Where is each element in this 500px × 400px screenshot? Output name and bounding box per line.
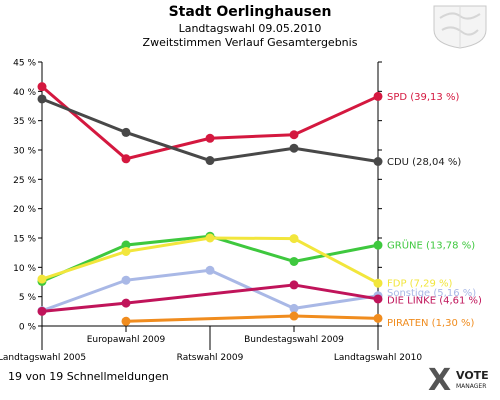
data-point xyxy=(289,311,299,321)
data-point xyxy=(373,278,383,288)
data-point xyxy=(37,94,47,104)
y-tick-label: 30 % xyxy=(13,147,36,157)
data-point xyxy=(37,306,47,316)
y-tick-label: 45 % xyxy=(13,59,36,69)
data-point xyxy=(289,280,299,290)
data-point xyxy=(289,303,299,313)
x-tick-label: Landtagswahl 2010 xyxy=(334,353,423,363)
y-tick-label: 25 % xyxy=(13,176,36,186)
x-tick-label: Landtagswahl 2005 xyxy=(0,353,86,363)
y-tick-label: 35 % xyxy=(13,117,36,127)
series-end-label: PIRATEN (1,30 %) xyxy=(387,318,475,329)
data-point xyxy=(289,130,299,140)
data-point xyxy=(373,240,383,250)
data-point xyxy=(205,133,215,143)
series-line xyxy=(41,85,379,161)
data-point xyxy=(121,127,131,137)
data-point xyxy=(121,316,131,326)
x-tick-label: Bundestagswahl 2009 xyxy=(244,335,344,345)
data-point xyxy=(121,275,131,285)
data-point xyxy=(205,265,215,275)
y-tick-label: 5 % xyxy=(19,293,37,303)
series-end-label: GRÜNE (13,78 %) xyxy=(387,239,475,252)
data-point xyxy=(289,256,299,266)
chart-subtitle-description: Zweitstimmen Verlauf Gesamtergebnis xyxy=(142,36,358,49)
series-line xyxy=(125,314,379,323)
y-tick-label: 15 % xyxy=(13,235,36,245)
data-point xyxy=(205,233,215,243)
votemanager-logo: X VOTE MANAGER xyxy=(428,365,498,397)
data-point xyxy=(373,294,383,304)
data-point xyxy=(121,246,131,256)
chart-subtitle-election: Landtagswahl 09.05.2010 xyxy=(178,22,322,35)
data-point xyxy=(373,91,383,101)
logo-text-vote: VOTE xyxy=(456,369,489,382)
series-end-label: CDU (28,04 %) xyxy=(387,157,461,168)
y-tick-label: 10 % xyxy=(13,264,36,274)
data-point xyxy=(121,298,131,308)
data-point xyxy=(37,274,47,284)
data-point xyxy=(121,240,131,250)
y-tick-label: 40 % xyxy=(13,88,36,98)
report-count-note: 19 von 19 Schnellmeldungen xyxy=(8,370,169,383)
data-point xyxy=(289,234,299,244)
series-end-label: Sonstige (5,16 %) xyxy=(387,288,476,299)
logo-text-manager: MANAGER xyxy=(456,383,487,390)
data-point xyxy=(121,154,131,164)
data-point xyxy=(373,313,383,323)
series-end-label: DIE LINKE (4,61 %) xyxy=(387,295,482,306)
chart-title: Stadt Oerlinghausen xyxy=(168,4,332,20)
data-point xyxy=(205,156,215,166)
data-point xyxy=(37,82,47,92)
series-line xyxy=(41,283,379,313)
y-tick-label: 20 % xyxy=(13,205,36,215)
data-point xyxy=(289,143,299,153)
x-tick-label: Ratswahl 2009 xyxy=(177,353,244,363)
data-point xyxy=(373,156,383,166)
series-end-label: FDP (7,29 %) xyxy=(387,279,453,290)
x-tick-label: Europawahl 2009 xyxy=(87,335,166,345)
series-end-label: SPD (39,13 %) xyxy=(387,92,459,103)
coat-of-arms-icon xyxy=(433,5,487,49)
logo-x-icon: X xyxy=(428,363,452,398)
y-tick-label: 0 % xyxy=(19,323,37,333)
